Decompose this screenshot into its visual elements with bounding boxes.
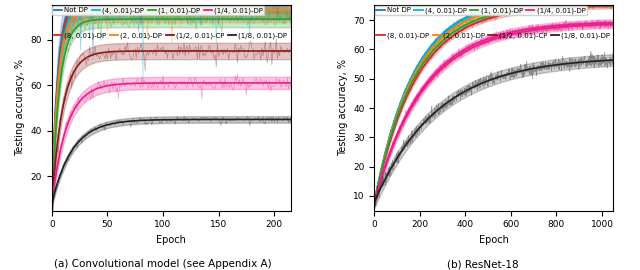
Y-axis label: Testing accuracy, %: Testing accuracy, %: [338, 59, 348, 157]
Legend: (8, 0.01)-DP, (2, 0.01)-DP, (1/2, 0.01)-CP, (1/8, 0.01)-DP: (8, 0.01)-DP, (2, 0.01)-DP, (1/2, 0.01)-…: [375, 31, 611, 40]
Y-axis label: Testing accuracy, %: Testing accuracy, %: [15, 59, 25, 157]
Text: (a) Convolutional model (see Appendix A): (a) Convolutional model (see Appendix A): [54, 259, 272, 269]
X-axis label: Epoch: Epoch: [479, 235, 509, 245]
Text: (b) ResNet-18: (b) ResNet-18: [447, 259, 519, 269]
Legend: (8, 0.01)-DP, (2, 0.01)-DP, (1/2, 0.01)-CP, (1/8, 0.01)-DP: (8, 0.01)-DP, (2, 0.01)-DP, (1/2, 0.01)-…: [52, 31, 289, 40]
X-axis label: Epoch: Epoch: [156, 235, 186, 245]
